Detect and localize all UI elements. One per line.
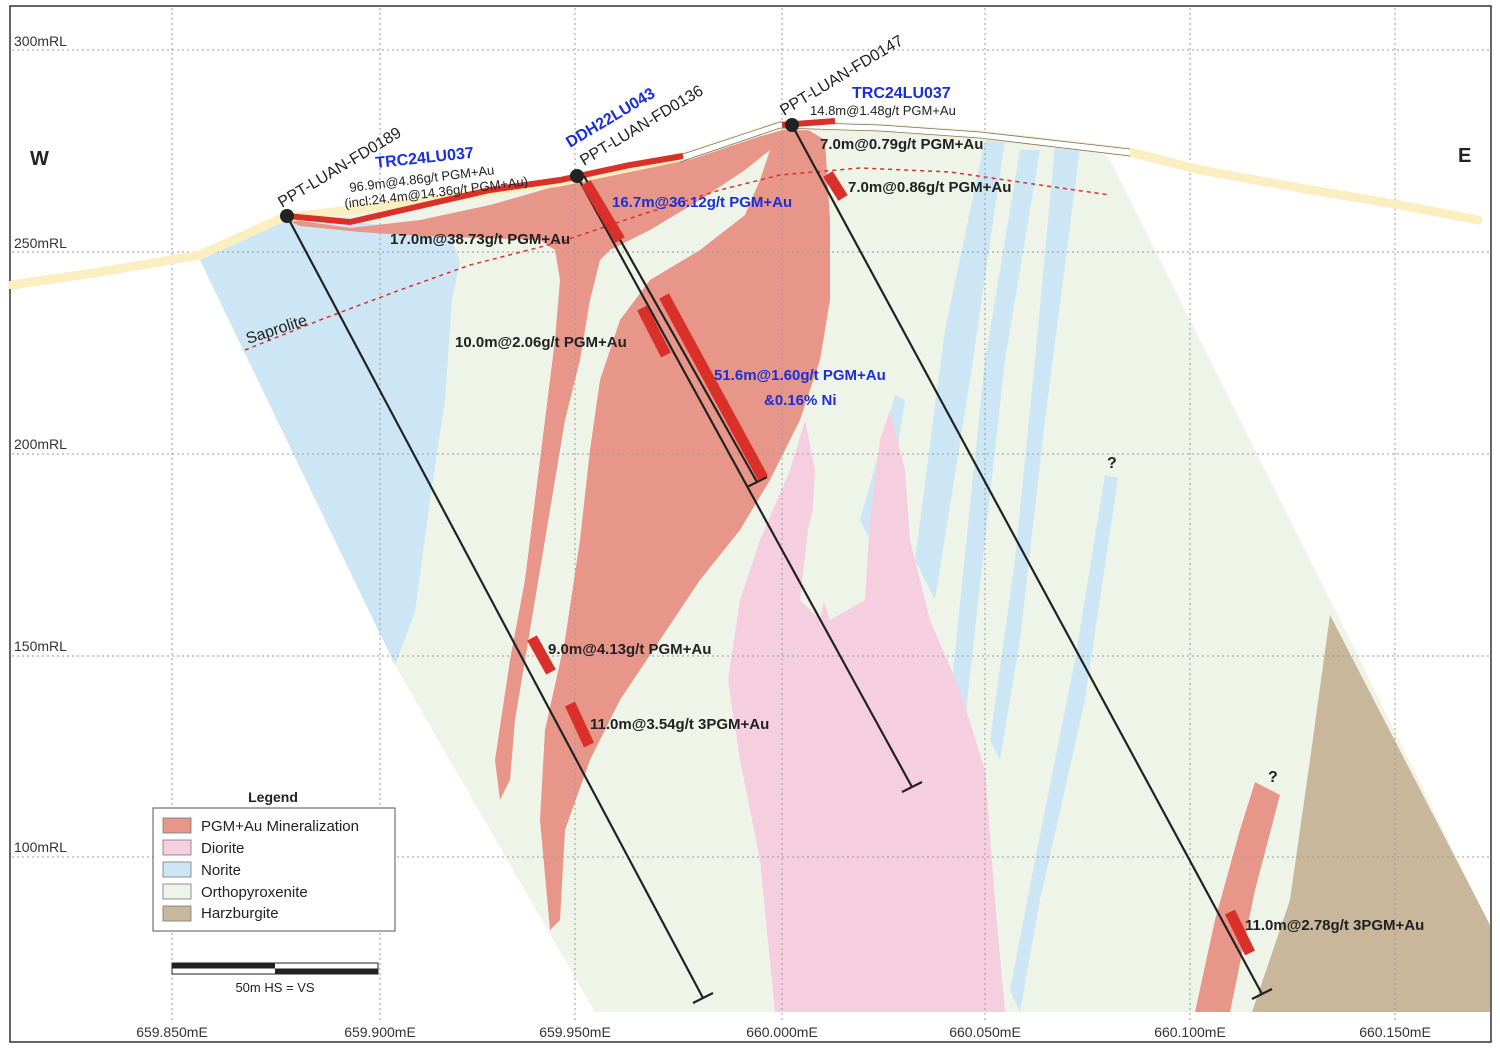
collar-fd0136	[570, 169, 584, 183]
intercept-7-0-079: 7.0m@0.79g/t PGM+Au	[820, 136, 983, 153]
grid	[12, 8, 1490, 1020]
marker-16-7	[581, 180, 625, 243]
drill-holes	[286, 124, 1273, 1004]
rl-label: 150mRL	[14, 638, 67, 654]
trench-label-east: TRC24LU037	[852, 85, 951, 102]
harzburgite-unit	[1252, 615, 1490, 1012]
legend: Legend PGM+Au Mineralization Diorite Nor…	[152, 789, 396, 932]
collar-fd0189	[280, 209, 294, 223]
legend-swatch-orthopyroxenite	[162, 883, 192, 900]
collar-fd0147	[785, 118, 799, 132]
marker-10-0	[637, 305, 671, 358]
rl-label: 100mRL	[14, 839, 67, 855]
drill-trace-fd0189	[286, 215, 704, 999]
legend-box	[152, 807, 396, 932]
legend-swatch-harzburgite	[162, 905, 192, 922]
saprolite-line	[244, 167, 1111, 351]
intercept-16-7: 16.7m@36.12g/t PGM+Au	[612, 194, 792, 211]
intercept-11-0-354: 11.0m@3.54g/t 3PGM+Au	[590, 716, 769, 733]
geology-units	[200, 125, 1490, 1012]
me-axis-labels: 659.850mE 659.900mE 659.950mE 660.000mE …	[136, 1024, 1431, 1040]
intercept-markers	[527, 171, 1255, 956]
topography-outline	[679, 121, 1131, 163]
rl-label: 250mRL	[14, 235, 67, 251]
question-mark: ?	[1268, 769, 1278, 786]
me-label: 660.000mE	[746, 1024, 818, 1040]
legend-label: Norite	[201, 862, 241, 879]
mineralization-main	[282, 125, 830, 930]
marker-11-0-354	[565, 701, 594, 748]
norite-band-4	[1010, 475, 1118, 1012]
intercept-17-0: 17.0m@38.73g/t PGM+Au	[390, 231, 570, 248]
me-label: 660.100mE	[1154, 1024, 1226, 1040]
me-label: 659.950mE	[539, 1024, 611, 1040]
question-mark: ?	[1107, 455, 1117, 472]
legend-label: Harzburgite	[201, 905, 279, 922]
legend-swatch-diorite	[162, 839, 192, 856]
marker-7-0-086	[823, 171, 848, 201]
me-label: 659.850mE	[136, 1024, 208, 1040]
legend-title: Legend	[248, 789, 298, 805]
marker-9-0	[527, 635, 556, 675]
rl-label: 200mRL	[14, 436, 67, 452]
intercept-51-6: 51.6m@1.60g/t PGM+Au	[714, 367, 886, 384]
intercept-51-6-ni: &0.16% Ni	[764, 392, 837, 409]
me-label: 660.050mE	[949, 1024, 1021, 1040]
diorite-inner-gap	[800, 470, 835, 620]
east-label: E	[1458, 145, 1471, 167]
orthopyroxenite-unit	[200, 125, 1490, 1012]
me-label: 659.900mE	[344, 1024, 416, 1040]
trench-west-intercept	[286, 153, 684, 226]
mineralization-east	[1195, 782, 1280, 1012]
legend-swatch-mineralization	[162, 817, 192, 834]
legend-label: Orthopyroxenite	[201, 884, 308, 901]
drill-trace-fd0147	[791, 124, 1263, 995]
intercept-9-0: 9.0m@4.13g/t PGM+Au	[548, 641, 711, 658]
legend-label: Diorite	[201, 840, 244, 857]
scale-bar-label: 50m HS = VS	[235, 980, 314, 995]
norite-unit-west	[200, 222, 460, 665]
drill-trace-fd0136	[576, 175, 913, 788]
intercept-trc-east: 14.8m@1.48g/t PGM+Au	[810, 103, 956, 118]
intercept-11-0-278: 11.0m@2.78g/t 3PGM+Au	[1245, 917, 1424, 934]
topography-white-section	[679, 121, 1131, 161]
rl-axis-labels: 300mRL 250mRL 200mRL 150mRL 100mRL	[14, 33, 67, 855]
me-label: 660.150mE	[1359, 1024, 1431, 1040]
legend-label: PGM+Au Mineralization	[201, 818, 359, 835]
intercept-7-0-086: 7.0m@0.86g/t PGM+Au	[848, 179, 1011, 196]
rl-label: 300mRL	[14, 33, 67, 49]
legend-swatch-norite	[162, 861, 192, 878]
marker-51-6	[659, 293, 768, 481]
norite-band-2	[950, 150, 1040, 720]
marker-11-0-278	[1225, 909, 1255, 956]
intercept-10-0: 10.0m@2.06g/t PGM+Au	[455, 334, 627, 351]
norite-band-1	[915, 140, 1005, 600]
diorite-unit	[728, 410, 1005, 1012]
west-label: W	[30, 148, 49, 170]
norite-band-3	[990, 145, 1080, 760]
scale-bar: 50m HS = VS	[171, 962, 379, 995]
